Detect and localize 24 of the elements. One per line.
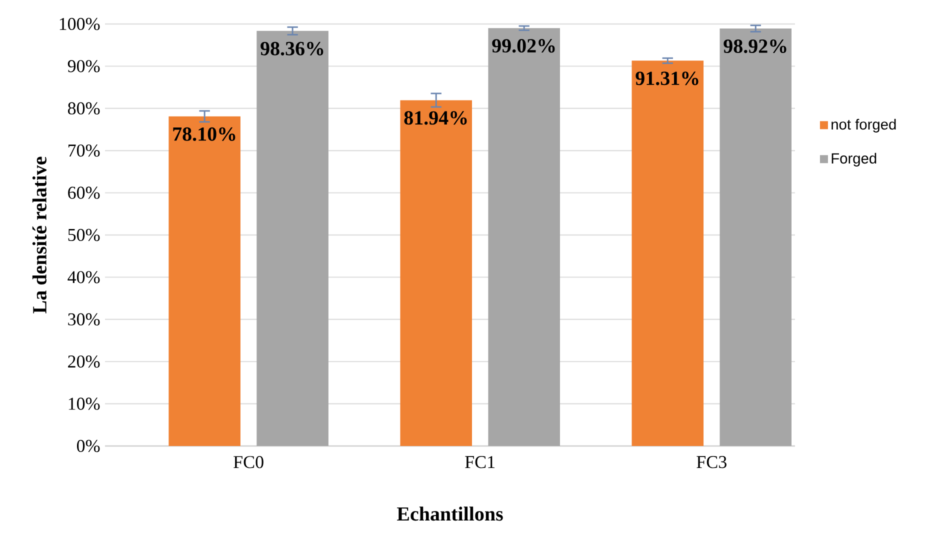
y-tick-label: 0% — [76, 440, 100, 452]
x-tick-label: FC0 — [234, 456, 264, 468]
y-tick-label: 100% — [60, 18, 100, 30]
y-tick-label: 70% — [68, 144, 100, 157]
y-axis-title: La densité relative — [32, 156, 46, 314]
data-label: 98.36% — [260, 42, 324, 56]
data-label: 99.02% — [492, 39, 555, 53]
x-tick-label: FC3 — [696, 456, 726, 468]
y-tick-label: 40% — [68, 271, 100, 284]
y-tick-label: 10% — [68, 398, 100, 410]
y-tick-label: 30% — [68, 313, 100, 326]
data-label: 78.10% — [173, 127, 236, 141]
legend-label: Forged — [832, 152, 876, 166]
x-axis-title: Echantillons — [396, 506, 503, 521]
data-label: 81.94% — [404, 111, 467, 125]
y-tick-label: 20% — [68, 355, 100, 368]
y-tick-label: 60% — [68, 186, 100, 199]
y-tick-label: 80% — [68, 102, 100, 114]
legend-label: not forged — [832, 118, 896, 133]
data-label: 98.92% — [724, 39, 786, 54]
y-tick-label: 90% — [68, 60, 100, 72]
y-tick-label: 50% — [68, 228, 100, 242]
data-label: 91.31% — [636, 72, 698, 86]
x-tick-label: FC1 — [465, 456, 495, 468]
